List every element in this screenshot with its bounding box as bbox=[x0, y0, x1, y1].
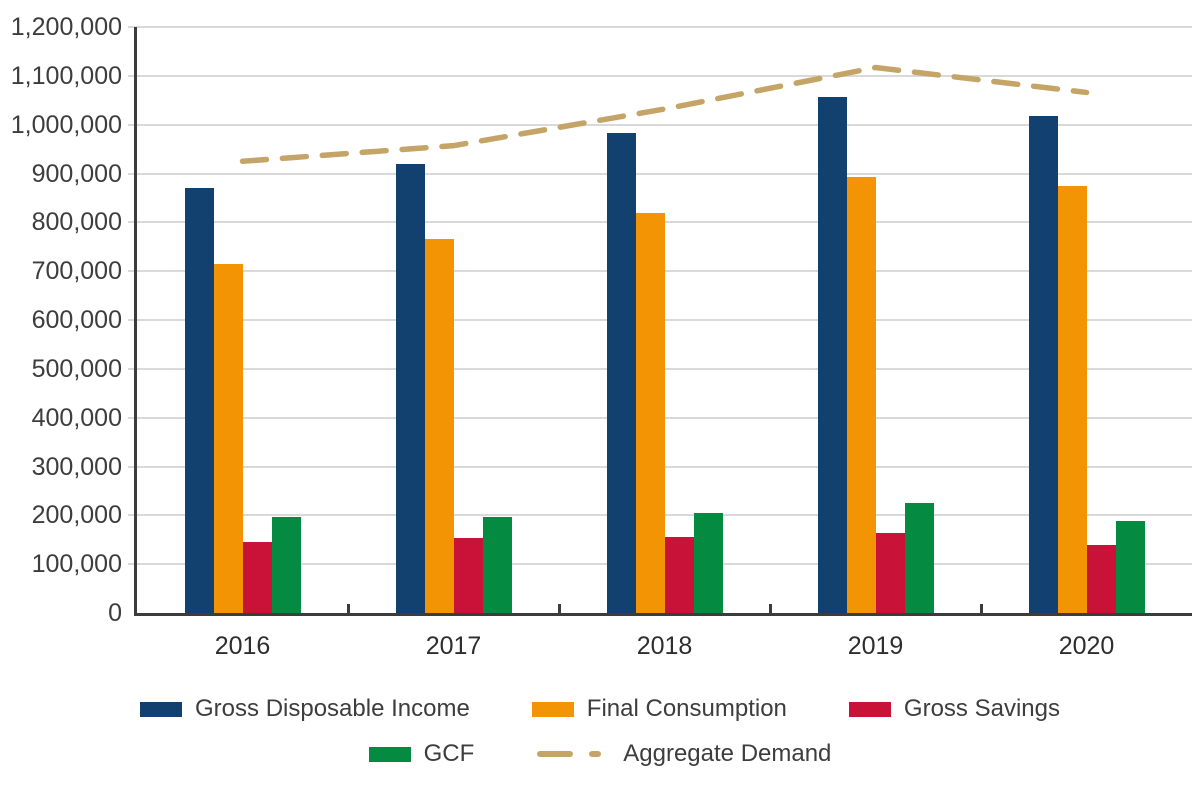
y-axis-label: 200,000 bbox=[31, 501, 122, 530]
y-axis-label: 1,100,000 bbox=[10, 61, 122, 90]
bar-gross-savings-2017 bbox=[453, 537, 483, 613]
x-axis-label: 2017 bbox=[425, 632, 482, 660]
bar-gross-savings-2019 bbox=[875, 532, 905, 613]
y-axis-label: 700,000 bbox=[31, 257, 122, 286]
x-axis-label: 2020 bbox=[1058, 632, 1115, 660]
bar-final-consumption-2016 bbox=[213, 263, 243, 613]
axes bbox=[134, 27, 1192, 616]
x-axis-tick bbox=[558, 604, 561, 613]
legend-item-aggregate-demand[interactable]: Aggregate Demand bbox=[536, 739, 831, 769]
legend-item-gross-savings[interactable]: Gross Savings bbox=[848, 694, 1060, 724]
legend-swatch-gross-savings bbox=[848, 701, 891, 717]
gridline bbox=[128, 172, 1192, 175]
y-axis-label: 500,000 bbox=[31, 354, 122, 383]
legend-item-final-consumption[interactable]: Final Consumption bbox=[531, 694, 787, 724]
y-axis-label: 100,000 bbox=[31, 550, 122, 579]
y-axis-label: 1,000,000 bbox=[10, 110, 122, 139]
x-axis-label: 2016 bbox=[214, 632, 271, 660]
bar-gcf-2016 bbox=[271, 517, 301, 613]
legend-label-gcf: GCF bbox=[423, 740, 475, 767]
legend-label-aggregate-demand: Aggregate Demand bbox=[623, 740, 832, 767]
legend-row-2: GCF Aggregate Demand bbox=[368, 739, 831, 769]
bar-gross-disposable-income-2016 bbox=[184, 188, 214, 613]
bar-final-consumption-2019 bbox=[846, 176, 876, 613]
y-axis-label: 300,000 bbox=[31, 452, 122, 481]
bar-gross-savings-2016 bbox=[242, 541, 272, 613]
bar-gcf-2019 bbox=[904, 503, 934, 613]
legend: Gross Disposable Income Final Consumption… bbox=[0, 694, 1200, 769]
legend-label-final-consumption: Final Consumption bbox=[586, 695, 787, 722]
x-axis-tick bbox=[769, 604, 772, 613]
y-axis-label: 800,000 bbox=[31, 208, 122, 237]
bar-final-consumption-2017 bbox=[424, 239, 454, 613]
bar-final-consumption-2018 bbox=[635, 212, 665, 613]
bar-gross-disposable-income-2018 bbox=[606, 132, 636, 613]
x-axis-tick bbox=[347, 604, 350, 613]
legend-row-1: Gross Disposable Income Final Consumption… bbox=[140, 694, 1060, 724]
bar-gross-savings-2020 bbox=[1086, 544, 1116, 613]
bar-final-consumption-2020 bbox=[1057, 185, 1087, 613]
bar-gcf-2017 bbox=[482, 516, 512, 613]
bar-gross-disposable-income-2019 bbox=[817, 96, 847, 613]
x-axis-label: 2018 bbox=[636, 632, 693, 660]
legend-swatch-gcf bbox=[368, 746, 411, 762]
bar-gross-disposable-income-2020 bbox=[1028, 115, 1058, 613]
legend-item-gross-disposable-income[interactable]: Gross Disposable Income bbox=[140, 694, 470, 724]
y-axis-label: 900,000 bbox=[31, 159, 122, 188]
legend-label-gross-savings: Gross Savings bbox=[903, 695, 1060, 722]
y-axis-label: 0 bbox=[108, 599, 122, 627]
legend-swatch-final-consumption bbox=[531, 701, 574, 717]
bar-gcf-2020 bbox=[1115, 521, 1145, 613]
gridline bbox=[128, 26, 1192, 28]
y-axis-label: 1,200,000 bbox=[10, 13, 122, 41]
bar-gross-disposable-income-2017 bbox=[395, 163, 425, 613]
legend-label-gross-disposable-income: Gross Disposable Income bbox=[195, 695, 470, 722]
x-axis-label: 2019 bbox=[847, 632, 904, 660]
y-axis-label: 400,000 bbox=[31, 403, 122, 432]
x-axis-tick bbox=[980, 604, 983, 613]
legend-swatch-gross-disposable-income bbox=[140, 701, 183, 717]
bar-gcf-2018 bbox=[693, 512, 723, 613]
legend-item-gcf[interactable]: GCF bbox=[368, 739, 475, 769]
y-axis-label: 600,000 bbox=[31, 306, 122, 334]
legend-dashed-line-icon bbox=[537, 751, 610, 757]
bar-gross-savings-2018 bbox=[664, 536, 694, 613]
